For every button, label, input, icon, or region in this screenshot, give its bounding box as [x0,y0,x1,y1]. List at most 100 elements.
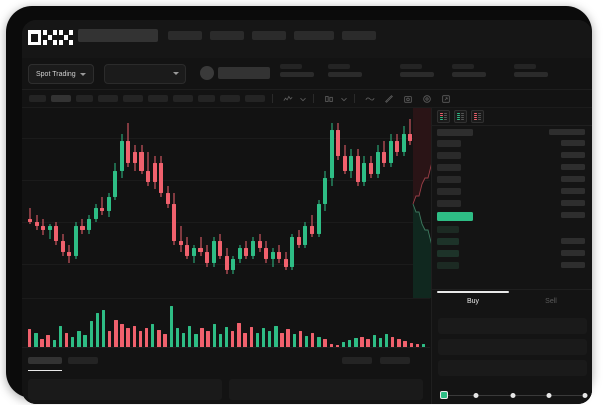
candle [205,108,210,300]
orderbook-ask-row[interactable] [432,164,592,172]
tab-buy[interactable]: Buy [466,298,480,305]
candle-body [244,248,249,256]
orderbook-bid-row[interactable] [432,250,592,258]
slider-stop-100[interactable] [582,392,588,398]
candle [28,108,33,300]
nav-item-2[interactable] [210,31,244,40]
amount-percent-slider[interactable] [440,391,588,399]
candle-body [119,141,124,171]
timeframe-2[interactable] [51,95,71,102]
candle-body [159,163,164,193]
orderbook-mode-both[interactable] [437,110,450,123]
candle-body [218,240,223,256]
orderbook-bid-row[interactable] [432,238,592,246]
candle-body [401,133,406,153]
nav-item-1[interactable] [168,31,202,40]
tab-open-orders[interactable] [28,357,62,364]
candle-body [146,170,151,182]
candle [264,108,269,300]
orderbook-mode-asks[interactable] [471,110,484,123]
orderbook-bid-row[interactable] [432,262,592,270]
orderbook-ask-row[interactable] [432,140,592,148]
candle-body [47,226,52,230]
slider-stop-50[interactable] [510,392,515,398]
device-bezel: Spot Trading [6,6,592,404]
total-field[interactable] [438,360,587,376]
market-subbar: Spot Trading [22,58,592,90]
amount-field[interactable] [438,339,587,355]
measure-icon[interactable] [384,94,394,104]
chart-type-dropdown-icon[interactable] [298,94,308,104]
nav-item-3[interactable] [252,31,286,40]
orderbook-ask-row[interactable] [432,200,592,208]
avatar-icon[interactable] [200,66,214,80]
market-type-dropdown[interactable]: Spot Trading [28,64,94,84]
volume-bar [280,333,284,348]
chart-gridline [22,222,430,223]
okx-logo-icon[interactable] [28,30,73,45]
timeframe-5[interactable] [123,95,143,102]
fullscreen-icon[interactable] [441,94,451,104]
nav-item-5[interactable] [342,31,376,40]
candle-body [277,252,282,260]
timeframe-4[interactable] [98,95,118,102]
volume-bar [298,331,303,348]
tab-order-history[interactable] [68,357,98,364]
snapshot-icon[interactable] [403,94,413,104]
slider-handle[interactable] [440,391,448,399]
search-input[interactable] [78,29,158,42]
bottom-action-1[interactable] [342,357,372,364]
timeframe-1[interactable] [29,95,46,102]
candle-wick [409,119,411,145]
volume-bar [181,333,186,348]
slider-stop-25[interactable] [473,392,479,398]
price-field[interactable] [438,318,587,334]
bottom-panel-right[interactable] [229,379,423,400]
candle [408,108,413,300]
candle-body [257,240,262,249]
timeframe-10[interactable] [245,95,265,102]
candle-body [316,204,321,234]
indicators-icon[interactable] [283,94,293,104]
orderbook-ask-row[interactable] [432,176,592,184]
timeframe-3[interactable] [76,95,93,102]
settings-dropdown-icon[interactable] [339,94,349,104]
bottom-action-2[interactable] [380,357,410,364]
orderbook-bid-row[interactable] [432,226,592,234]
orderbook-header-row [432,129,592,137]
volume-bar [366,339,370,348]
candle [283,108,288,300]
pair-select[interactable] [104,64,186,84]
line-tool-icon[interactable] [365,94,375,104]
orderbook-mode-bids[interactable] [454,110,467,123]
orderbook-ask-row[interactable] [432,188,592,196]
timeframe-8[interactable] [198,95,215,102]
volume-bar [286,329,290,348]
candle [54,108,59,300]
candle-body [185,244,190,256]
volume-bar [188,325,192,348]
timeframe-7[interactable] [173,95,193,102]
settings-gear-icon[interactable] [422,94,432,104]
nav-item-4[interactable] [294,31,334,40]
timeframe-6[interactable] [148,95,168,102]
toolbar-divider [354,94,355,103]
slider-stop-75[interactable] [546,392,552,398]
candle [368,108,374,300]
orderbook-ask-row[interactable] [432,152,592,160]
candle-body [323,178,328,204]
timeframe-9[interactable] [220,95,240,102]
candle [152,108,157,300]
compare-icon[interactable] [324,94,334,104]
chart-column[interactable] [22,108,449,404]
volume-bar [237,322,241,348]
candle-body [87,218,92,230]
candle [362,108,367,300]
tab-sell[interactable]: Sell [545,298,557,305]
candle [119,108,124,300]
candle-wick [180,226,182,252]
bottom-panel-left[interactable] [28,379,222,400]
volume-bar [317,337,321,348]
orderbook-rows[interactable] [432,126,592,289]
